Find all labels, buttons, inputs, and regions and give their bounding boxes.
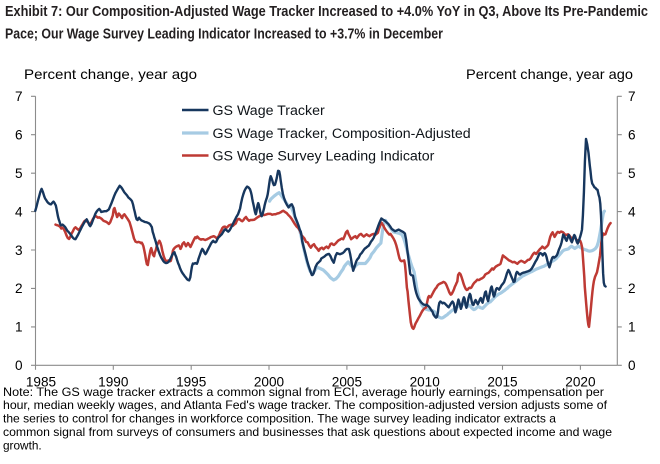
svg-text:3: 3 — [15, 243, 23, 258]
svg-text:Percent change, year ago: Percent change, year ago — [24, 66, 197, 82]
svg-text:6: 6 — [628, 128, 636, 143]
svg-text:Exhibit 7: Our Composition-Adj: Exhibit 7: Our Composition-Adjusted Wage… — [5, 4, 648, 20]
svg-text:Pace; Our Wage Survey Leading: Pace; Our Wage Survey Leading Indicator … — [5, 27, 443, 43]
svg-text:Percent change, year ago: Percent change, year ago — [466, 66, 633, 82]
svg-text:2010: 2010 — [410, 375, 441, 390]
svg-text:2015: 2015 — [487, 375, 517, 390]
svg-text:4: 4 — [628, 204, 636, 219]
svg-text:GS Wage Survey Leading Indicat: GS Wage Survey Leading Indicator — [213, 148, 435, 164]
svg-text:6: 6 — [15, 128, 23, 143]
svg-text:1995: 1995 — [176, 375, 206, 390]
svg-text:5: 5 — [628, 166, 636, 181]
svg-text:3: 3 — [628, 243, 636, 258]
svg-text:1985: 1985 — [26, 375, 56, 390]
svg-text:0: 0 — [15, 358, 23, 373]
svg-text:1: 1 — [15, 320, 23, 335]
svg-text:hour, median weekly wages, and: hour, median weekly wages, and Atlanta F… — [3, 398, 608, 412]
svg-text:5: 5 — [15, 166, 23, 181]
svg-text:1: 1 — [628, 320, 636, 335]
svg-text:2: 2 — [15, 281, 23, 296]
svg-text:2020: 2020 — [565, 375, 596, 390]
svg-text:7: 7 — [15, 89, 23, 104]
svg-text:GS Wage Tracker, Composition-A: GS Wage Tracker, Composition-Adjusted — [213, 126, 471, 142]
svg-text:Note: The GS wage tracker extr: Note: The GS wage tracker extracts a com… — [3, 385, 604, 399]
svg-text:growth.: growth. — [3, 438, 42, 452]
svg-text:1990: 1990 — [98, 375, 129, 390]
svg-text:GS Wage Tracker: GS Wage Tracker — [213, 103, 325, 119]
svg-text:0: 0 — [628, 358, 636, 373]
svg-text:2000: 2000 — [254, 375, 285, 390]
svg-text:2: 2 — [628, 281, 636, 296]
svg-text:4: 4 — [15, 204, 23, 219]
svg-text:7: 7 — [628, 89, 636, 104]
svg-text:2005: 2005 — [332, 375, 362, 390]
svg-text:the series to control for chan: the series to control for changes in wor… — [3, 412, 556, 426]
svg-text:common signal from surveys of: common signal from surveys of consumers … — [3, 425, 612, 439]
